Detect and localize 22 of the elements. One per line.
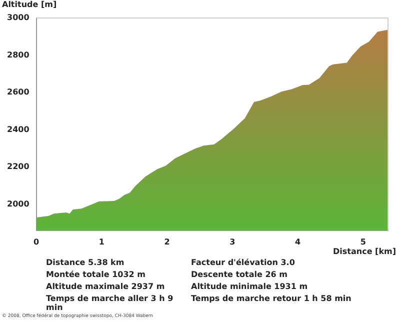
text: Temps de marche aller 3 h 9 min [46,294,174,312]
y-tick-label: 2400 [7,124,30,134]
text: Distance 5.38 km [46,258,126,267]
y-tick-label: 2600 [7,88,30,97]
y-tick-label: 2000 [7,199,30,208]
text: Facteur d'élévation 3.0 [191,258,296,267]
text: Altitude maximale 2937 m [46,282,166,291]
text: Montée totale 1032 m [46,270,146,279]
y-tick-label: 2800 [7,50,30,60]
x-tick-label: 3 [230,237,236,246]
text: Descente totale 26 m [191,270,288,279]
x-axis-title: Distance [km] [333,247,396,256]
x-tick-label: 2 [164,237,170,246]
x-tick-label: 1 [98,237,105,246]
y-axis-title: Altitude [m] [2,0,57,9]
x-tick-label: 0 [33,237,40,246]
text: Altitude minimale 1931 m [191,282,309,291]
x-tick-label: 5 [360,237,366,246]
text: Temps de marche retour 1 h 58 min [191,294,352,305]
y-tick-label: 2200 [7,162,30,172]
y-tick-label: 3000 [7,13,30,22]
x-tick-label: 4 [294,237,301,246]
